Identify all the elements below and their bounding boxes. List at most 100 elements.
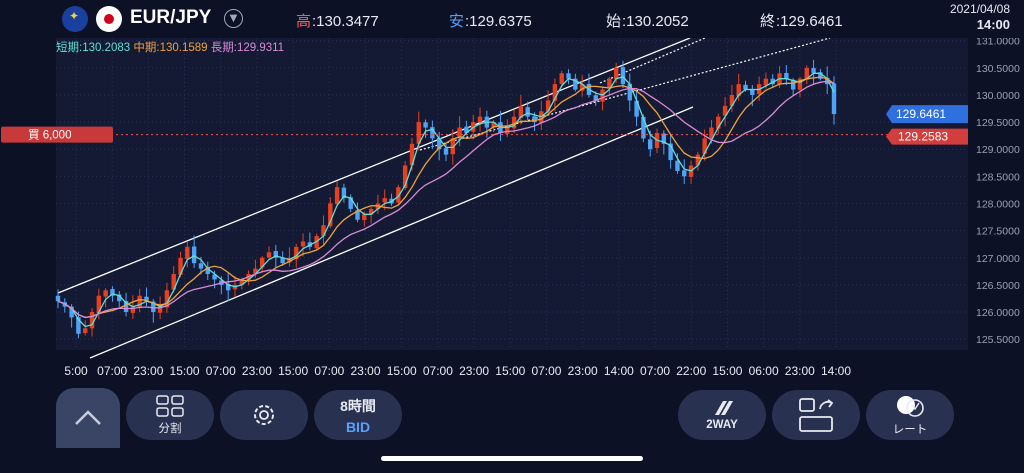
candle-body	[430, 127, 435, 139]
candle-body	[579, 84, 585, 91]
low-label: 安	[449, 13, 465, 30]
candle-body	[790, 79, 796, 90]
candle-body	[641, 116, 646, 139]
candle-body	[83, 328, 88, 333]
candle-body	[573, 78, 578, 90]
candle-body	[157, 306, 163, 313]
candle-body	[423, 122, 428, 128]
date-label: 2021/04/08	[949, 2, 1010, 16]
twoway-button[interactable]: 2WAY	[678, 390, 766, 440]
candle-body	[436, 137, 442, 150]
current-price-tag-box	[886, 105, 968, 124]
candle-body	[164, 290, 170, 308]
ma-long-line	[57, 80, 835, 319]
currency-pair[interactable]: EUR/JPY	[130, 7, 212, 28]
time-tick-label: 07:00	[97, 364, 127, 378]
time-label: 14:00	[976, 17, 1010, 32]
candle-body	[593, 95, 598, 101]
candle-body	[348, 197, 353, 209]
position-label: 買 6,000	[28, 129, 71, 142]
candle-body	[675, 160, 680, 171]
candle-body	[566, 73, 571, 79]
candle-body	[491, 122, 496, 127]
rate-button[interactable]: レート	[866, 390, 954, 440]
candle-body	[457, 127, 462, 139]
candle-body	[144, 296, 149, 302]
split-label: 分割	[158, 423, 182, 435]
candle-body	[185, 246, 190, 259]
eu-flag-icon	[62, 6, 88, 32]
candle-body	[368, 208, 374, 215]
candle-body	[225, 283, 231, 291]
candle-body	[702, 138, 707, 154]
close-price: 終:129.6461	[760, 10, 843, 31]
candle-body	[123, 301, 129, 313]
japan-flag-icon	[96, 6, 122, 32]
candle-body	[627, 83, 632, 101]
candle-body	[96, 295, 102, 313]
candle-body	[443, 148, 449, 155]
candle-body	[334, 187, 340, 205]
plot-area	[56, 38, 968, 350]
candle-body	[55, 295, 61, 302]
candle-body	[661, 133, 667, 144]
settings-button[interactable]	[220, 390, 308, 440]
candle-body	[736, 84, 741, 97]
candle-body	[464, 126, 469, 133]
candle-body	[191, 246, 197, 264]
time-tick-label: 23:00	[133, 364, 163, 378]
position-tag[interactable]: 買 6,000	[1, 126, 113, 143]
time-tick-label: 23:00	[242, 364, 272, 378]
candle-body	[212, 274, 217, 280]
candle-body	[341, 187, 347, 199]
time-tick-label: 06:00	[749, 364, 779, 378]
candle-body	[273, 250, 279, 258]
time-tick-label: 15:00	[387, 364, 417, 378]
candle-body	[607, 78, 612, 89]
price-tick-label: 129.0000	[976, 144, 1020, 156]
split-button[interactable]: 分割	[126, 390, 214, 440]
grid-icon	[156, 395, 184, 417]
other-price-tag: 129.2583	[886, 128, 968, 145]
channel-upper-line	[57, 38, 691, 294]
candle-body	[620, 67, 626, 85]
candle-body	[402, 165, 408, 189]
time-tick-label: 14:00	[821, 364, 851, 378]
candle-body	[709, 127, 714, 139]
time-tick-label: 23:00	[351, 364, 381, 378]
candle-body	[355, 210, 360, 220]
position-tag-box	[1, 126, 113, 143]
collapse-button[interactable]	[56, 388, 120, 448]
price-tick-label: 127.5000	[976, 226, 1020, 238]
candle-body	[409, 143, 415, 166]
candle-body	[205, 267, 210, 275]
rate-icon	[897, 396, 924, 417]
candle-body	[613, 67, 619, 80]
candle-body	[716, 116, 721, 129]
price-tick-label: 126.0000	[976, 307, 1020, 319]
low-price: 安:129.6375	[449, 10, 532, 31]
side-label: BID	[345, 418, 371, 435]
candle-body	[784, 73, 789, 79]
price-tick-label: 130.0000	[976, 90, 1020, 102]
candle-body	[559, 73, 564, 84]
candle-body	[525, 107, 530, 117]
price-axis: 131.0000 130.5000 130.0000 129.5000 129.0000…	[976, 38, 1020, 346]
trend-channel	[57, 38, 831, 359]
chevron-down-icon[interactable]: ▼	[224, 9, 243, 28]
bottom-toolbar: 分割 8時間 BID 2WAY レート	[0, 384, 1024, 473]
swap-layout-button[interactable]	[772, 390, 860, 440]
time-tick-label: 23:00	[785, 364, 815, 378]
price-tick-label: 125.5000	[976, 334, 1020, 346]
timeframe-button[interactable]: 8時間 BID	[314, 390, 402, 440]
candle-body	[511, 116, 517, 129]
candle-body	[552, 84, 558, 101]
candle-body	[743, 84, 748, 90]
price-tick-label: 128.0000	[976, 198, 1020, 210]
time-tick-label: 07:00	[206, 364, 236, 378]
candle-body	[103, 290, 108, 297]
price-chart[interactable]: 131.0000 130.5000 130.0000 129.5000 129.0000…	[0, 38, 1024, 384]
close-label: 終	[760, 13, 776, 30]
candle-body	[682, 170, 687, 177]
candle-body	[253, 268, 258, 274]
